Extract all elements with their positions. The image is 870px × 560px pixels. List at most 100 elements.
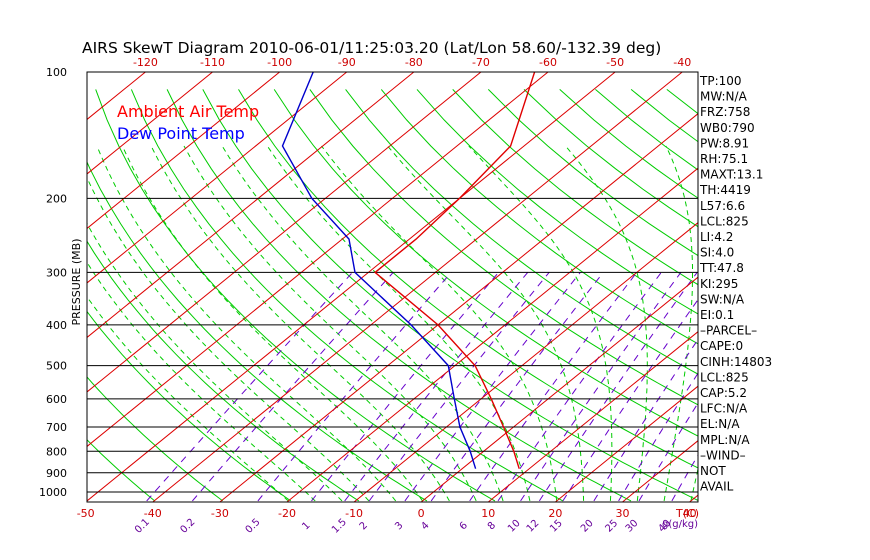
stat-entry: SW:N/A — [700, 292, 745, 306]
isotherm — [152, 72, 683, 502]
stat-entry: L57:6.6 — [700, 199, 745, 213]
mixing-ratio-line — [368, 272, 550, 502]
dry-adiabat — [87, 160, 428, 502]
mixing-ratio-tick-label: 6 — [458, 520, 470, 532]
series-line — [281, 72, 477, 469]
isotherm — [555, 385, 698, 502]
stat-entry: MAXT:13.1 — [700, 168, 763, 182]
mixing-ratio-tick-label: 0.5 — [244, 517, 263, 536]
mixing-ratio-tick-label: 0.2 — [178, 517, 197, 536]
bottom-temp-tick-label: -20 — [278, 507, 296, 520]
bottom-temp-tick-label: 40 — [683, 507, 697, 520]
dry-adiabat — [166, 89, 632, 502]
stat-entry: EL:N/A — [700, 417, 740, 431]
mixing-ratio-line — [344, 272, 529, 502]
top-temp-tick-label: -50 — [606, 56, 624, 69]
mixing-ratio-line — [618, 372, 698, 502]
bottom-temp-tick-label: 10 — [481, 507, 495, 520]
mixing-ratio-line — [671, 454, 698, 502]
stat-entry: MPL:N/A — [700, 433, 750, 447]
legend-item: Dew Point Temp — [117, 124, 245, 143]
moist-adiabat — [221, 145, 504, 502]
dry-adiabat — [345, 89, 698, 375]
mixing-ratio-line — [192, 272, 394, 502]
isotherm — [487, 331, 698, 502]
isotherm — [286, 167, 698, 502]
dry-adiabat — [309, 89, 698, 406]
dry-adiabat — [774, 89, 870, 501]
stat-entry: CAPE:0 — [700, 339, 743, 353]
mixing-ratio-axis-label: g(g/kg) — [662, 519, 698, 530]
stat-entry: TP:100 — [699, 74, 742, 88]
bottom-temp-tick-label: 30 — [615, 507, 629, 520]
stat-entry: FRZ:758 — [700, 105, 750, 119]
mixing-ratio-tick-label: 12 — [525, 518, 542, 535]
top-temp-tick-label: -70 — [472, 56, 490, 69]
top-temp-tick-label: -100 — [267, 56, 292, 69]
stat-entry: TH:4419 — [699, 183, 751, 197]
top-temp-tick-label: -60 — [539, 56, 557, 69]
dry-adiabat — [487, 89, 698, 257]
dry-adiabat — [87, 439, 156, 502]
dry-adiabat — [87, 376, 224, 502]
dry-adiabat — [130, 89, 564, 502]
mixing-ratio-line — [562, 298, 698, 502]
mixing-ratio-line — [404, 272, 581, 502]
isotherm — [87, 72, 616, 502]
mixing-ratio-line — [538, 272, 698, 502]
y-axis-label: PRESSURE (MB) — [70, 239, 83, 326]
stat-entry: RH:75.1 — [700, 152, 748, 166]
moist-adiabat — [565, 145, 648, 501]
isotherm — [757, 72, 870, 502]
stat-entry: LI:4.2 — [700, 230, 733, 244]
dry-adiabat — [273, 89, 698, 437]
isotherm — [219, 113, 698, 502]
mixing-ratio-tick-label: 8 — [486, 520, 498, 532]
mixing-ratio-line — [146, 272, 353, 502]
stat-entry: TT:47.8 — [699, 261, 744, 275]
top-temp-tick-label: -110 — [200, 56, 225, 69]
mixing-ratio-tick-label: 30 — [624, 518, 641, 535]
mixing-ratio-line — [497, 272, 662, 502]
mixing-ratio-line — [430, 272, 604, 502]
mixing-ratio-line — [593, 338, 698, 502]
top-temp-tick-label: -90 — [338, 56, 356, 69]
stat-entry: AVAIL — [700, 480, 734, 494]
bottom-temp-tick-label: -40 — [144, 507, 162, 520]
isotherm — [420, 276, 698, 502]
dry-adiabat — [87, 240, 360, 502]
mixing-ratio-tick-label: 1 — [300, 520, 312, 532]
stat-entry: LCL:825 — [700, 214, 749, 228]
pressure-tick-label: 1000 — [39, 486, 67, 499]
pressure-tick-label: 900 — [46, 467, 67, 480]
moist-adiabat — [266, 145, 531, 502]
stat-entry: EI:0.1 — [700, 308, 734, 322]
plot-frame — [86, 71, 699, 503]
isotherm — [87, 72, 415, 339]
x-axis-label: T(C) — [675, 507, 699, 520]
dry-adiabat — [523, 89, 698, 228]
mixing-ratio-line — [520, 272, 682, 502]
isotherm — [87, 72, 549, 448]
top-temp-tick-label: -40 — [673, 56, 691, 69]
stat-entry: NOT — [700, 464, 726, 478]
pressure-tick-label: 100 — [46, 66, 67, 79]
isotherm — [87, 72, 280, 230]
stat-entry: MW:N/A — [700, 90, 748, 104]
stat-entry: CAP:5.2 — [700, 386, 747, 400]
moist-adiabat — [121, 145, 423, 502]
pressure-tick-label: 200 — [46, 192, 67, 205]
bottom-temp-tick-label: -30 — [211, 507, 229, 520]
bottom-temp-tick-label: -50 — [77, 507, 95, 520]
bottom-temp-tick-label: 20 — [548, 507, 562, 520]
pressure-tick-label: 500 — [46, 360, 67, 373]
stat-entry: –PARCEL– — [700, 324, 757, 338]
dry-adiabat — [738, 89, 870, 501]
mixing-ratio-line — [311, 272, 499, 502]
dry-adiabat — [380, 89, 698, 345]
isotherm — [0, 72, 78, 502]
top-temp-tick-label: -80 — [405, 56, 423, 69]
chart-title: AIRS SkewT Diagram 2010-06-01/11:25:03.2… — [82, 39, 661, 57]
stat-entry: KI:295 — [700, 277, 738, 291]
isotherm — [353, 222, 698, 502]
